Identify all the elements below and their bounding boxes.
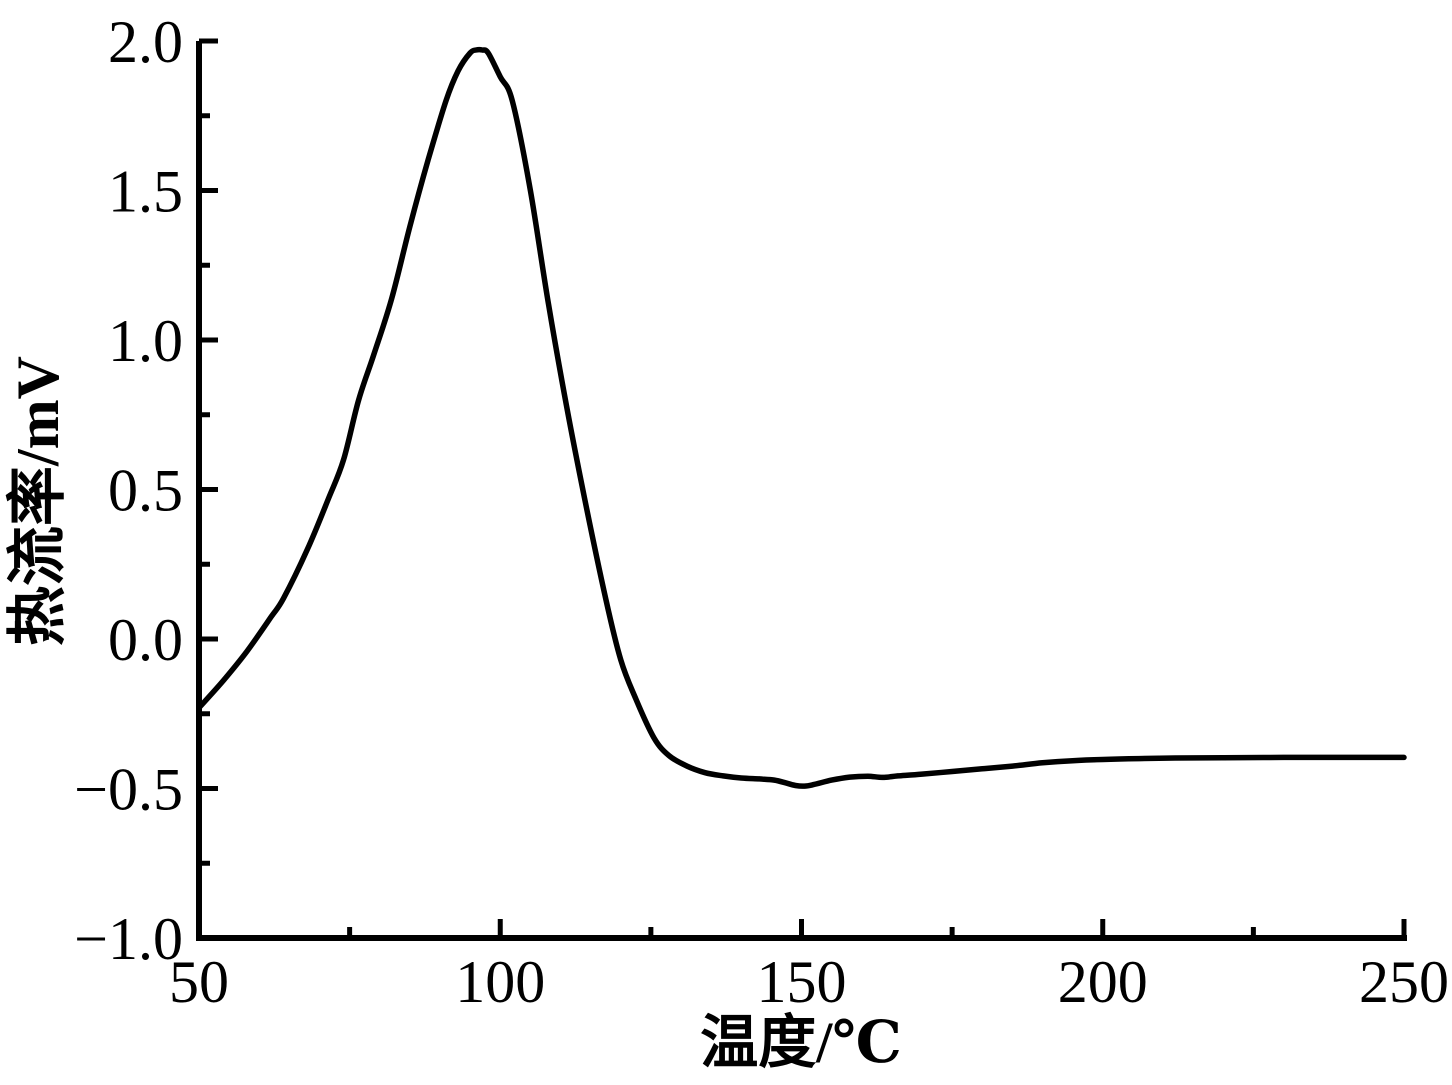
y-tick-label: −0.5 <box>74 757 183 823</box>
x-axis-title: 温度/℃ <box>700 1010 902 1075</box>
x-tick-label: 150 <box>757 949 847 1015</box>
y-tick-label: 1.0 <box>108 308 183 374</box>
y-tick-label: 0.0 <box>108 607 183 673</box>
x-tick-label: 50 <box>169 949 229 1015</box>
y-tick-label: 0.5 <box>108 458 183 524</box>
y-tick-label: 1.5 <box>108 159 183 225</box>
heat-flow-curve <box>196 46 1407 789</box>
y-axis-title: 热流率/mV <box>5 356 71 646</box>
x-tick-label: 100 <box>455 949 545 1015</box>
x-tick-label: 200 <box>1058 949 1148 1015</box>
x-tick-label: 250 <box>1359 949 1449 1015</box>
y-tick-label: −1.0 <box>74 906 183 972</box>
y-tick-label: 2.0 <box>108 9 183 75</box>
